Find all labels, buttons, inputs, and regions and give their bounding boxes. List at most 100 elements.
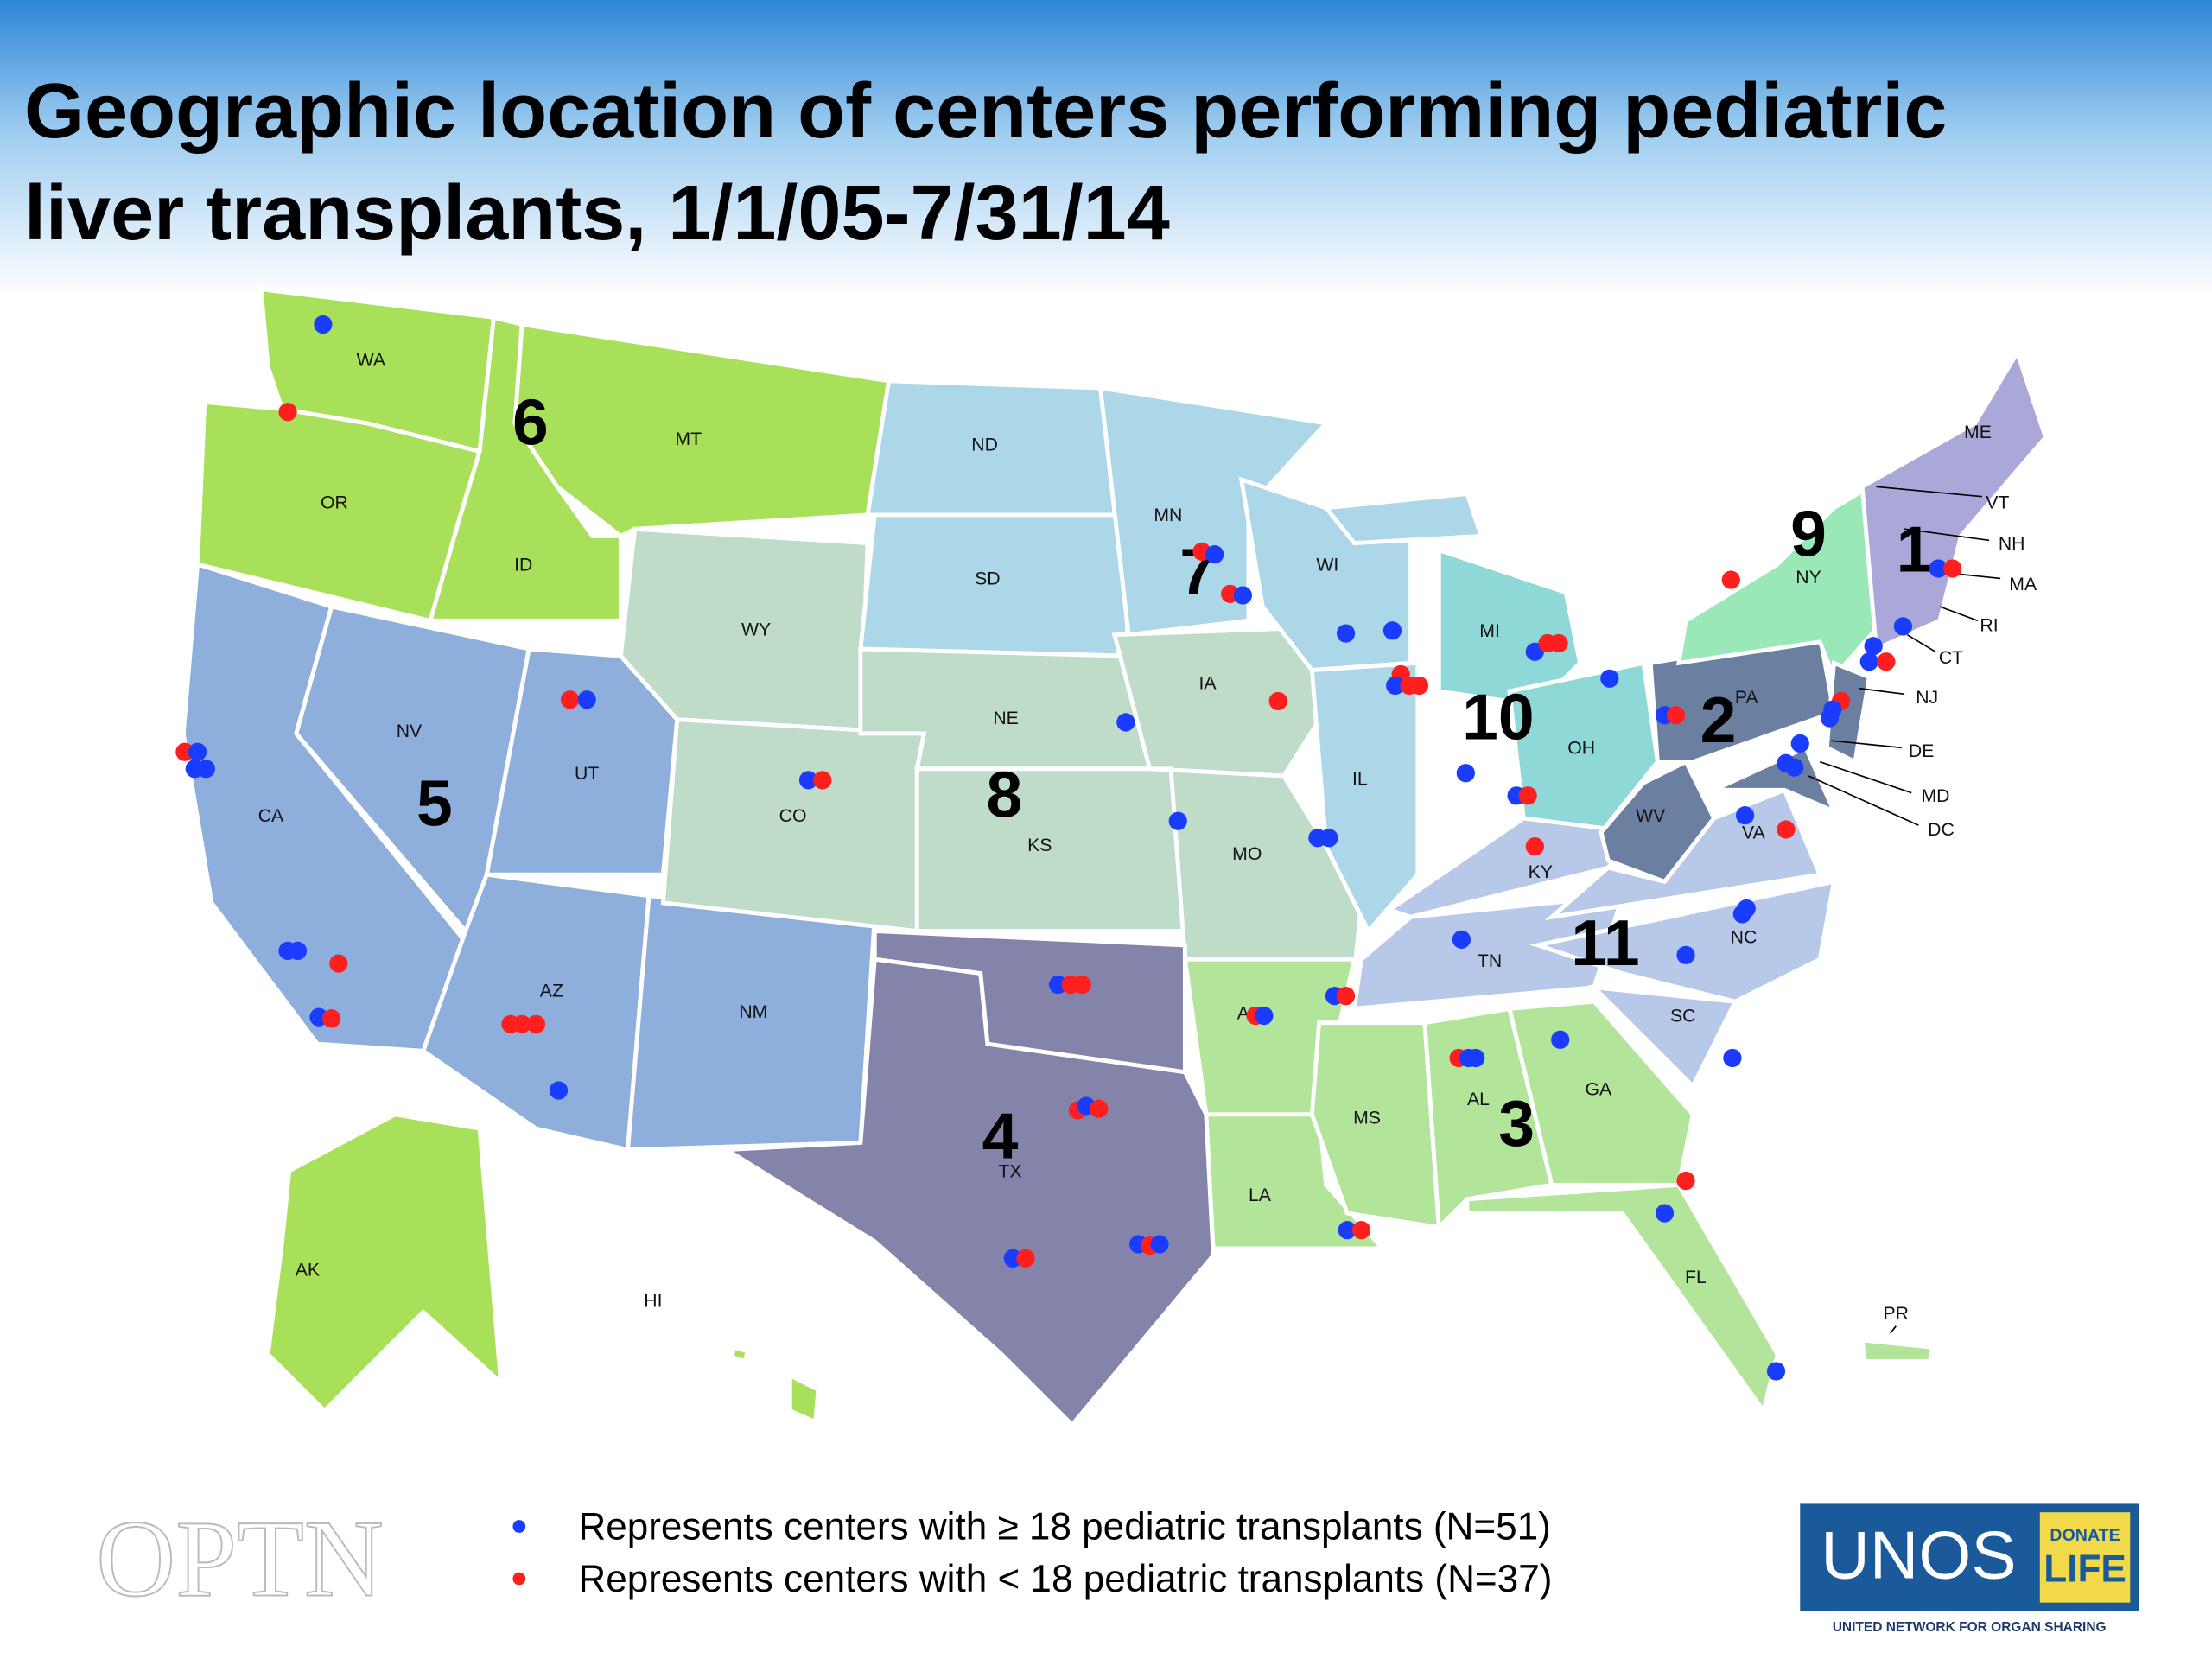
center-dot (1268, 691, 1287, 711)
center-dot (1409, 676, 1429, 696)
state-label: WY (741, 620, 771, 639)
center-dot (175, 742, 194, 761)
center-dot (1336, 987, 1356, 1006)
state-label: WI (1316, 555, 1338, 575)
center-dot (278, 403, 297, 422)
center-dot (196, 760, 215, 779)
state-label: MS (1353, 1108, 1381, 1128)
state-label: KY (1529, 862, 1553, 882)
center-dot (1600, 669, 1619, 688)
center-dot (1336, 624, 1356, 643)
header-background (0, 0, 2212, 296)
state-label: VT (1986, 493, 2009, 512)
title-line: liver transplants, 1/1/05-7/31/14 (24, 170, 1170, 257)
state-shape (1588, 984, 1738, 1090)
state-shape (1204, 1112, 1388, 1251)
center-dot (1877, 652, 1896, 671)
centers (175, 315, 1962, 1381)
optn-logo: OPTN (96, 1497, 384, 1619)
state-shape (787, 1371, 821, 1426)
unos-subtitle: UNITED NETWORK FOR ORGAN SHARING (1833, 1620, 2107, 1635)
state-label: DC (1928, 820, 1955, 840)
state-label: NH (1999, 534, 2025, 554)
state-label: MT (675, 429, 702, 449)
center-dot (577, 690, 596, 709)
center-dot (1048, 975, 1068, 995)
state-label: IA (1199, 673, 1217, 693)
title: Geographic location of centers performin… (24, 60, 1947, 264)
state-shape (1465, 1182, 1780, 1416)
state-shape (1097, 385, 1331, 638)
center-dot (1766, 1362, 1786, 1381)
leader-line (1831, 740, 1902, 749)
leader-line (1859, 687, 1905, 696)
state-label: LA (1249, 1185, 1272, 1205)
region-number: 2 (1700, 683, 1737, 756)
center-dot (1205, 545, 1224, 564)
center-dot (1785, 758, 1804, 777)
center-dot (1790, 734, 1809, 753)
donate-text: DONATE (2050, 1526, 2120, 1545)
state-label: MI (1479, 621, 1500, 641)
center-dot (1942, 559, 1962, 578)
state-label: VA (1742, 823, 1766, 843)
legend: Represents centers with ≥ 18 pediatric t… (512, 1505, 1552, 1600)
region-number: 3 (1498, 1087, 1535, 1160)
center-dot (560, 690, 580, 709)
leader-line (1876, 486, 1982, 498)
state-shape (1859, 347, 2049, 652)
donate-box (2039, 1512, 2131, 1603)
state-label: MO (1232, 844, 1262, 864)
state-label: KS (1027, 836, 1052, 855)
state-shape (1859, 1338, 1936, 1363)
center-dot (1676, 945, 1695, 964)
center-dot (1016, 1249, 1035, 1268)
state-shape (729, 1344, 751, 1364)
legend-label: Represents centers with < 18 pediatric t… (578, 1558, 1552, 1600)
states (181, 286, 2049, 1428)
state-shape (1675, 483, 1886, 682)
state-label: UT (575, 764, 599, 784)
region-number: 9 (1790, 498, 1827, 570)
state-label: PA (1735, 688, 1759, 708)
center-dot (1255, 1006, 1274, 1026)
state-label: RI (1980, 616, 1998, 636)
state-label: AK (296, 1261, 320, 1281)
center-dot (1319, 829, 1338, 848)
center-dot (1735, 806, 1755, 825)
state-label: DE (1909, 741, 1934, 761)
region-number: 4 (982, 1100, 1019, 1173)
region-number: 11 (1571, 906, 1639, 979)
state-label: MA (2009, 575, 2037, 594)
center-dot (1676, 1171, 1695, 1191)
state-label: SD (975, 569, 1000, 589)
state-label: ND (971, 435, 998, 455)
center-dot (188, 742, 207, 761)
state-label: MN (1154, 505, 1182, 525)
leader-line (1939, 606, 1979, 622)
center-dot (1168, 811, 1187, 830)
center-dot (1737, 899, 1756, 918)
state-label: CA (258, 806, 284, 826)
center-dot (526, 1014, 546, 1033)
unos-logo: UNOS (1821, 1516, 2016, 1592)
state-shape (719, 957, 1216, 1428)
state-label: CT (1939, 648, 1963, 668)
center-dot (1864, 637, 1883, 656)
state-label: OR (321, 493, 348, 512)
state-label: WV (1636, 806, 1666, 826)
state-label: NY (1796, 568, 1821, 588)
center-dot (1723, 1048, 1742, 1068)
region-number: 10 (1462, 681, 1535, 753)
center-dot (1466, 1048, 1485, 1068)
life-text: LIFE (2044, 1548, 2126, 1590)
center-dot (1721, 570, 1740, 589)
state-shape (1309, 660, 1421, 935)
center-dot (549, 1081, 569, 1100)
title-line: Geographic location of centers performin… (24, 68, 1948, 155)
region-number: 8 (987, 759, 1023, 831)
center-dot (813, 771, 832, 790)
state-label: AL (1467, 1090, 1490, 1109)
state-shape (1111, 626, 1336, 779)
center-dot (1452, 930, 1471, 949)
